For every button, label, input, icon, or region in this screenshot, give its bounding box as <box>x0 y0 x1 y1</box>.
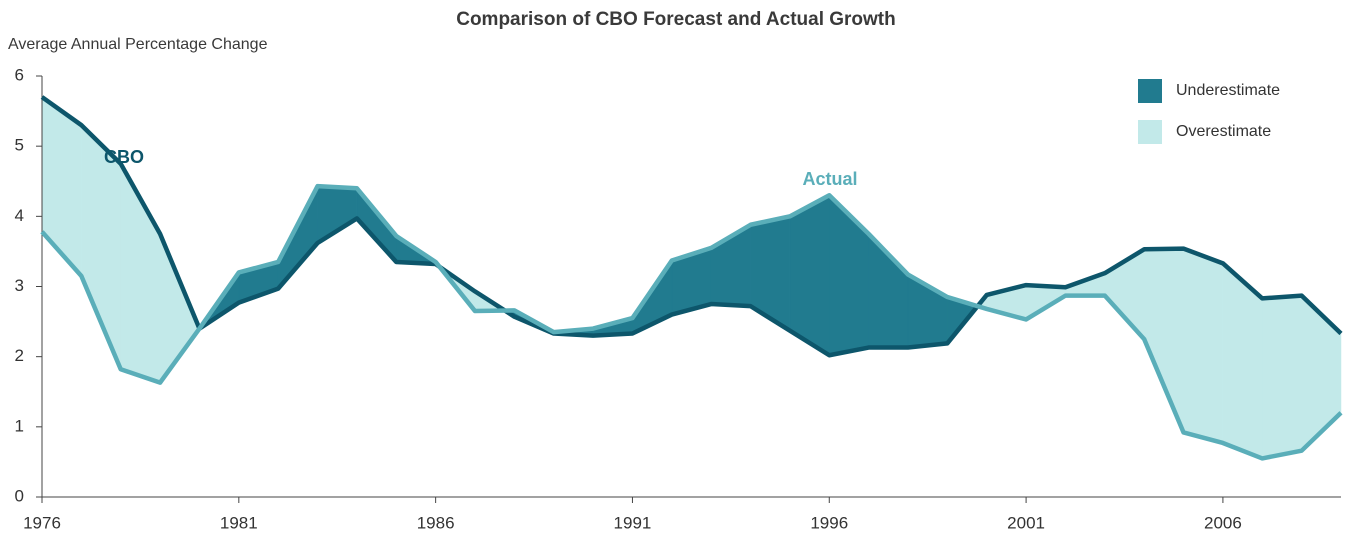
y-tick-label: 3 <box>15 276 24 295</box>
legend-label: Underestimate <box>1176 82 1280 99</box>
fill-region <box>41 96 82 277</box>
x-tick-label: 1996 <box>810 513 848 532</box>
x-tick-label: 1991 <box>614 513 652 532</box>
x-tick-label: 1976 <box>23 513 61 532</box>
fill-region <box>750 216 791 332</box>
fill-region <box>159 233 200 384</box>
y-tick-label: 1 <box>15 416 24 435</box>
legend-label: Overestimate <box>1176 123 1271 140</box>
chart-title: Comparison of CBO Forecast and Actual Gr… <box>456 9 896 30</box>
fill-region <box>317 185 358 244</box>
series-label: CBO <box>104 147 144 167</box>
series-label: Actual <box>802 169 857 189</box>
series-line <box>40 183 1343 461</box>
fill-region <box>1301 295 1342 452</box>
legend-swatch <box>1138 120 1162 144</box>
y-tick-label: 5 <box>15 136 24 155</box>
fill-region <box>1143 248 1184 433</box>
y-tick-label: 4 <box>15 206 24 225</box>
fill-region <box>1262 295 1302 459</box>
fill-region <box>789 194 830 356</box>
x-tick-label: 2001 <box>1007 513 1045 532</box>
y-axis-label: Average Annual Percentage Change <box>8 36 268 53</box>
legend-swatch <box>1138 79 1162 103</box>
fill-region <box>1183 248 1224 444</box>
x-tick-label: 1986 <box>417 513 455 532</box>
series-line <box>40 95 1343 358</box>
x-tick-label: 2006 <box>1204 513 1242 532</box>
fill-region <box>868 233 909 348</box>
y-tick-label: 0 <box>15 486 24 505</box>
x-tick-label: 1981 <box>220 513 258 532</box>
fill-region <box>829 194 869 356</box>
y-tick-label: 2 <box>15 346 24 365</box>
y-tick-label: 6 <box>15 65 24 84</box>
